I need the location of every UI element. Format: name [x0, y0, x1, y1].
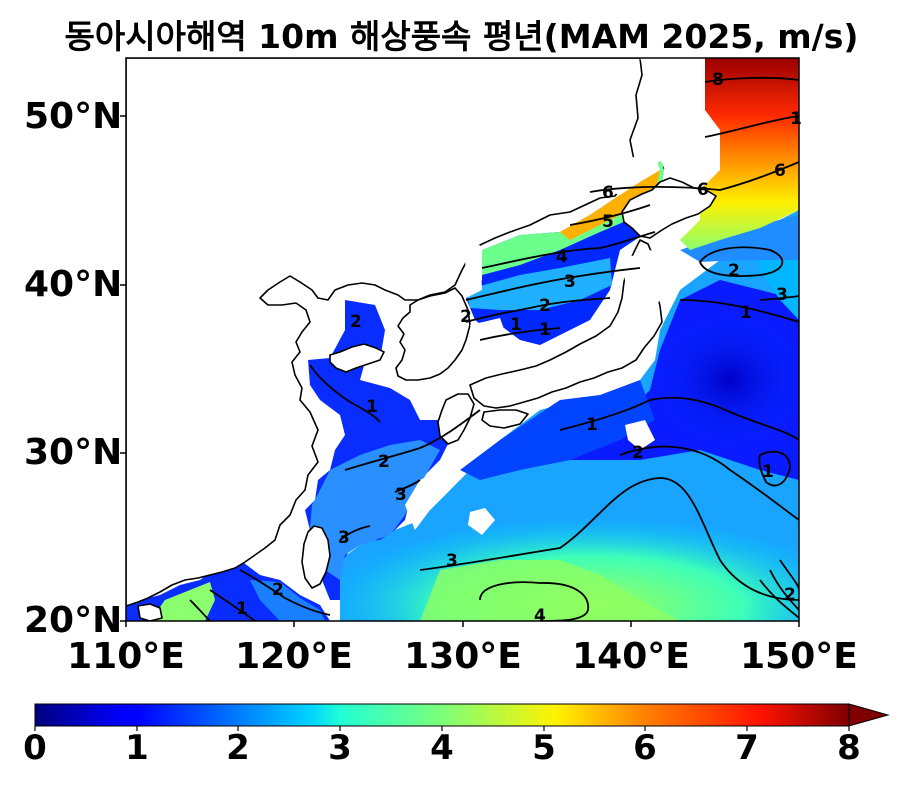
colorbar-tick: 3 — [328, 728, 352, 768]
colorbar-tick: 0 — [23, 728, 47, 768]
contour-label: 1 — [740, 303, 752, 323]
colorbar-tick: 6 — [633, 728, 657, 768]
contour-label: 2 — [784, 585, 796, 605]
contour-label: 2 — [539, 296, 551, 316]
contour-label: 2 — [460, 307, 472, 327]
x-tick-120e: 120°E — [235, 636, 353, 677]
contour-label: 2 — [350, 312, 362, 332]
contour-label: 2 — [728, 261, 740, 281]
contour-label: 3 — [564, 272, 576, 292]
contour-label: 1 — [762, 462, 774, 482]
contour-label: 2 — [272, 580, 284, 600]
contour-label: 4 — [534, 606, 546, 626]
contour-label: 6 — [602, 183, 614, 203]
axis-ticks — [120, 115, 800, 627]
colorbar-tick: 1 — [125, 728, 149, 768]
x-tick-150e: 150°E — [740, 636, 858, 677]
y-tick-50n: 50°N — [24, 96, 123, 137]
colorbar-tick: 4 — [430, 728, 454, 768]
y-tick-30n: 30°N — [24, 432, 123, 473]
colorbar-tick: 2 — [226, 728, 250, 768]
contour-label: 1 — [236, 599, 248, 619]
map-title: 동아시아해역 10m 해상풍속 평년(MAM 2025, m/s) — [64, 17, 859, 56]
land-masses — [126, 58, 717, 621]
contour-label: 8 — [712, 70, 724, 90]
contour-label: 1 — [790, 109, 802, 129]
contour-label: 3 — [776, 285, 788, 305]
y-tick-20n: 20°N — [24, 600, 123, 641]
colorbar-tick: 5 — [532, 728, 556, 768]
contour-lines — [189, 76, 799, 621]
contour-label: 6 — [774, 161, 786, 181]
contour-label: 1 — [510, 315, 522, 335]
contour-labels: 8 1 6 6 6 5 4 3 2 2 2 1 3 1 2 2 1 1 2 3 … — [236, 70, 802, 626]
contour-label: 1 — [586, 415, 598, 435]
contour-label: 1 — [366, 397, 378, 417]
colorbar-tick: 8 — [837, 728, 861, 768]
contour-label: 4 — [556, 247, 568, 267]
contour-label: 2 — [378, 452, 390, 472]
y-tick-40n: 40°N — [24, 264, 123, 305]
contour-label: 6 — [697, 180, 709, 200]
contour-label: 3 — [446, 551, 458, 571]
contour-label: 5 — [602, 212, 614, 232]
x-tick-130e: 130°E — [404, 636, 522, 677]
colorbar — [34, 703, 890, 731]
x-tick-140e: 140°E — [572, 636, 690, 677]
contour-label: 1 — [539, 320, 551, 340]
colorbar-extend-arrow — [848, 703, 890, 727]
contour-label: 3 — [395, 485, 407, 505]
contour-label: 2 — [632, 443, 644, 463]
contour-label: 3 — [338, 528, 350, 548]
colorbar-tick: 7 — [735, 728, 759, 768]
x-tick-110e: 110°E — [67, 636, 185, 677]
land-mask-cells — [405, 58, 720, 535]
